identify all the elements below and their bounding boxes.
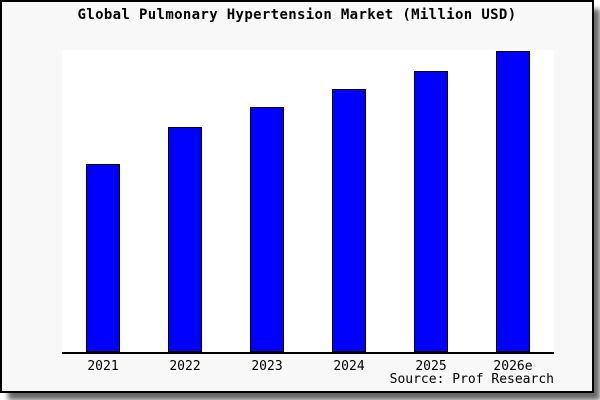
x-axis-label-2026e: 2026e bbox=[493, 359, 533, 374]
x-axis-label-2023: 2023 bbox=[251, 359, 283, 374]
x-axis-label-2022: 2022 bbox=[169, 359, 201, 374]
x-axis-label-2025: 2025 bbox=[415, 359, 447, 374]
bar-2024 bbox=[332, 89, 366, 352]
bar-2026e bbox=[496, 51, 530, 352]
chart-title: Global Pulmonary Hypertension Market (Mi… bbox=[77, 7, 517, 23]
bar-2023 bbox=[250, 107, 284, 352]
bar-2022 bbox=[168, 127, 202, 352]
chart-frame: Global Pulmonary Hypertension Market (Mi… bbox=[0, 0, 594, 393]
source-note: Source: Prof Research bbox=[389, 372, 554, 387]
x-axis-label-2021: 2021 bbox=[87, 359, 119, 374]
plot-area bbox=[62, 50, 554, 354]
bar-2025 bbox=[414, 71, 448, 352]
bar-2021 bbox=[86, 164, 120, 352]
x-axis-label-2024: 2024 bbox=[333, 359, 365, 374]
